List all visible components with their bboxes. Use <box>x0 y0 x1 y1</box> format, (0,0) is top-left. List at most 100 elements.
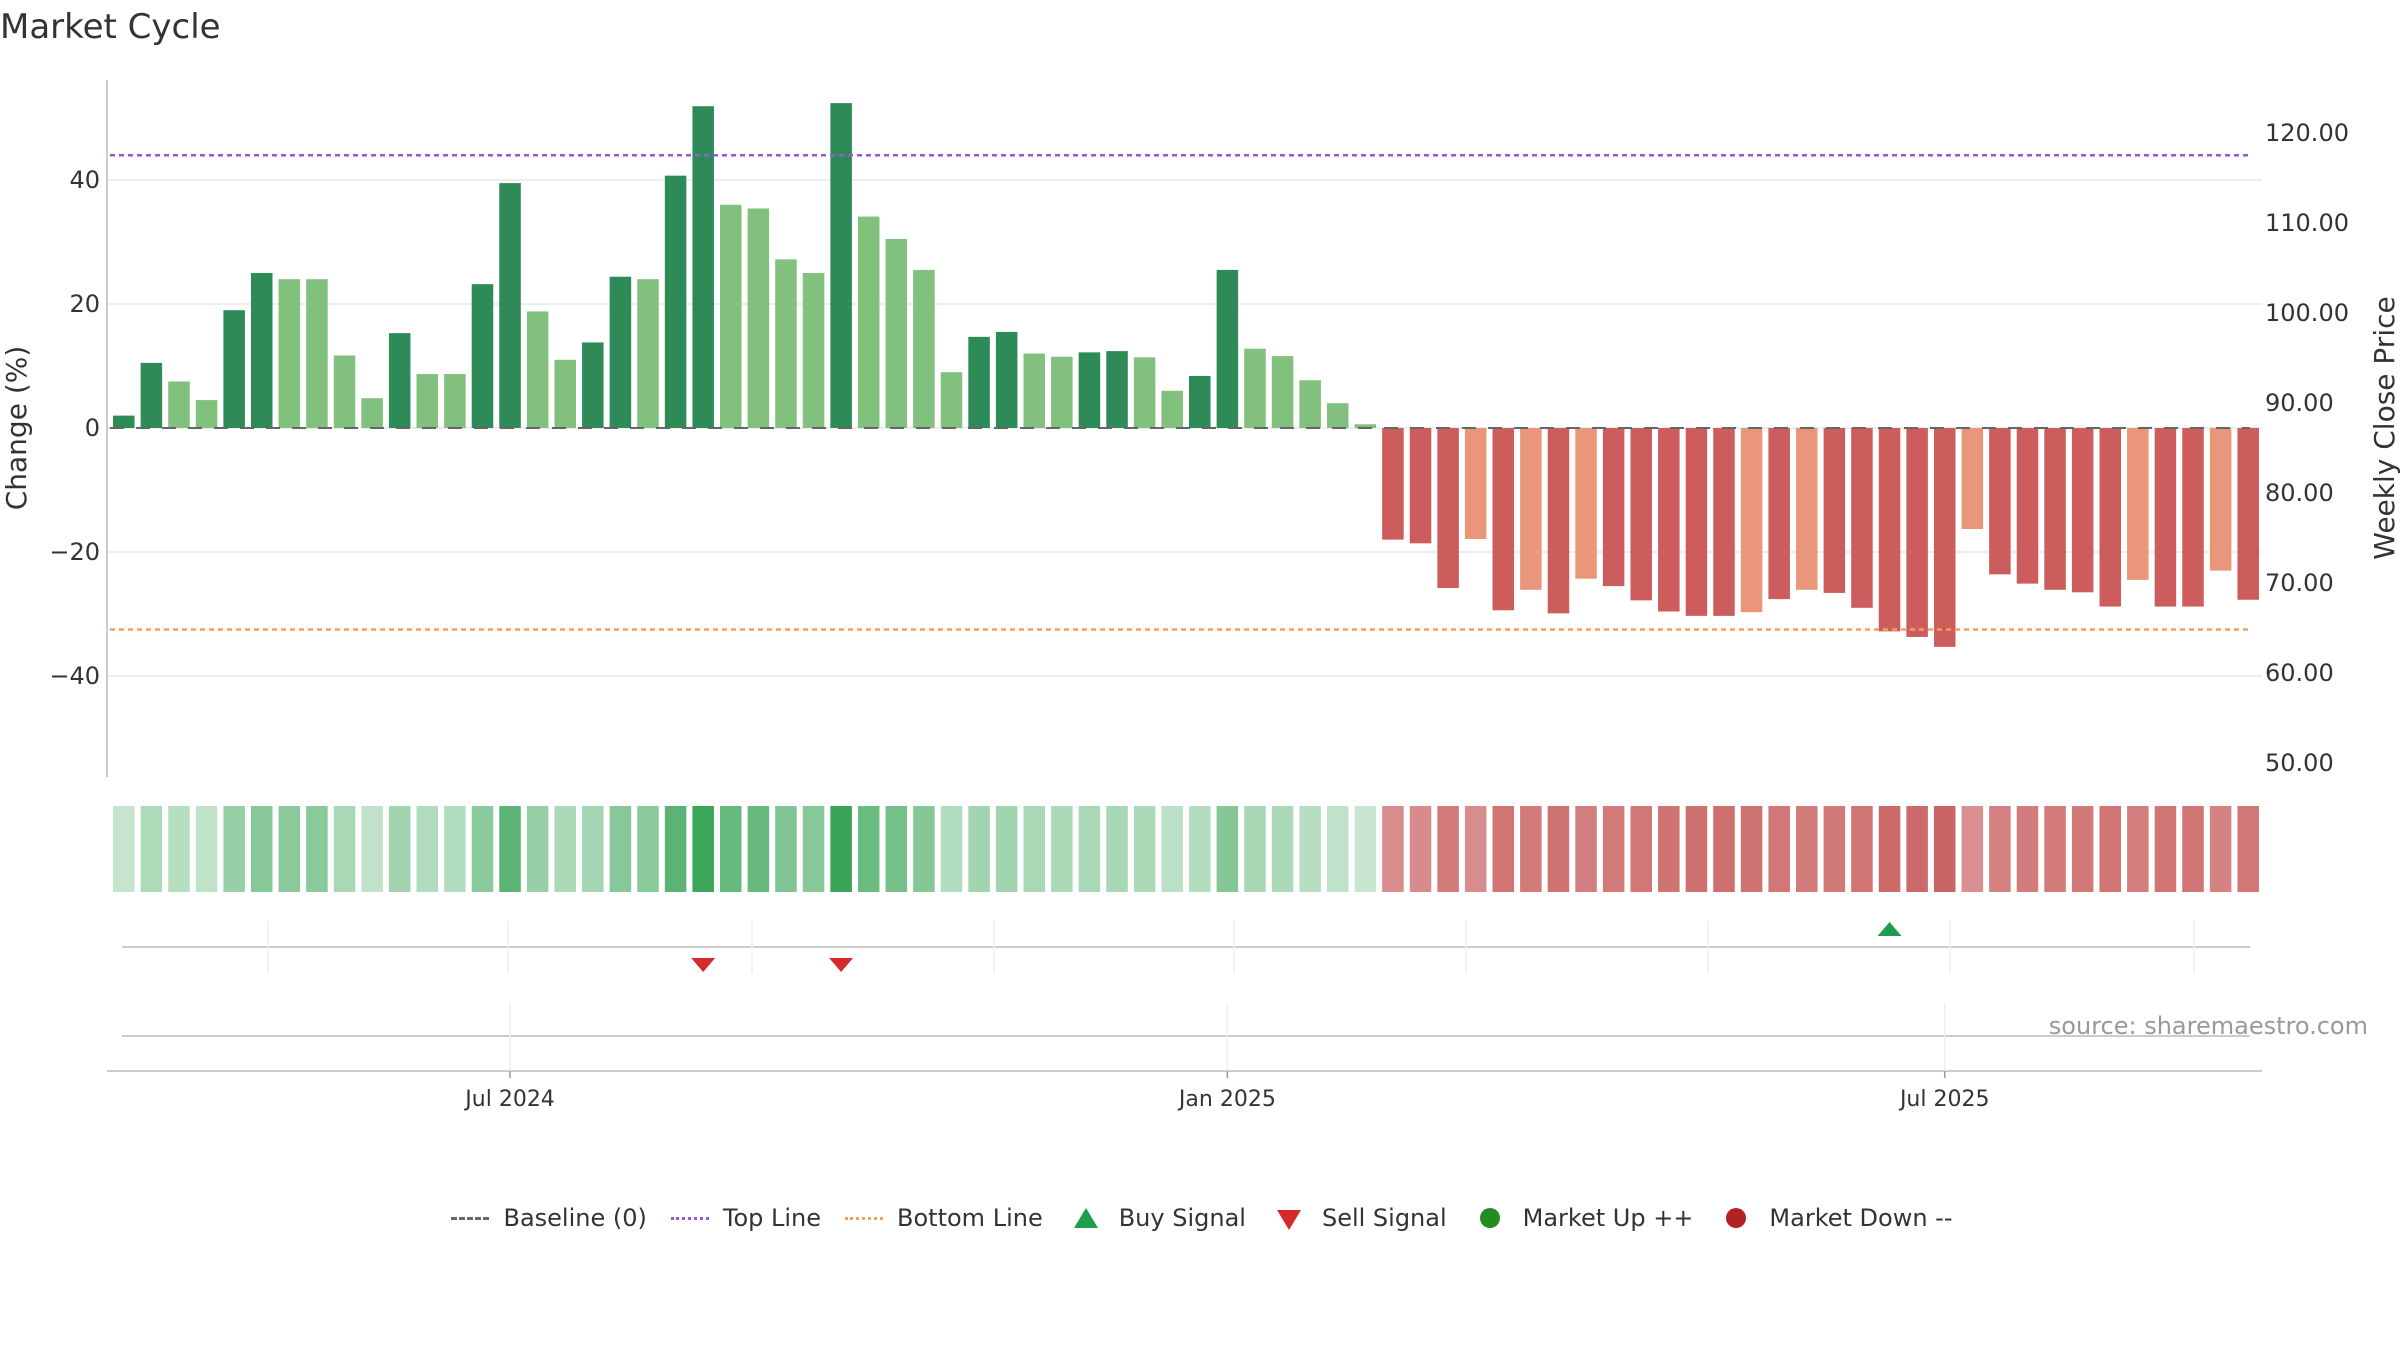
bar <box>1630 428 1652 601</box>
y-tick-label-right: 70.00 <box>2265 569 2334 597</box>
heat-cell <box>1106 806 1128 892</box>
heat-cell <box>1520 806 1542 892</box>
bar <box>1409 428 1432 544</box>
legend-item-sell-signal: Sell Signal <box>1266 1204 1447 1232</box>
heat-cell <box>968 806 990 892</box>
legend-item-buy-signal: Buy Signal <box>1063 1204 1246 1232</box>
bar <box>1106 351 1128 428</box>
bar <box>582 342 604 428</box>
buy-signal-marker <box>1877 922 1902 936</box>
legend-label: Buy Signal <box>1118 1204 1246 1232</box>
bar <box>1133 357 1156 428</box>
bar <box>195 400 218 428</box>
y-axis-label-left: Change (%) <box>0 346 33 511</box>
heat-cell <box>1078 806 1101 892</box>
bar <box>1575 428 1597 579</box>
heat-cell <box>1051 806 1073 892</box>
legend-item-market-down: Market Down -- <box>1713 1204 1953 1232</box>
x-tick-label: Jul 2025 <box>1898 1087 1990 1112</box>
bar <box>637 279 659 428</box>
heat-strip <box>113 806 2259 892</box>
heat-cell <box>1906 806 1928 892</box>
bar <box>113 415 135 428</box>
bar <box>444 374 466 428</box>
heat-cell <box>1409 806 1432 892</box>
bar <box>361 398 383 428</box>
heat-cell <box>1492 806 1515 892</box>
heat-cell <box>1796 806 1818 892</box>
bar <box>802 273 825 428</box>
y-tick-label-right: 110.00 <box>2265 209 2349 237</box>
bar <box>499 183 521 428</box>
heat-cell <box>1713 806 1735 892</box>
heat-cell <box>1547 806 1570 892</box>
heat-cell <box>2071 806 2094 892</box>
heat-cell <box>720 806 742 892</box>
bar <box>1823 428 1846 593</box>
heat-cell <box>609 806 632 892</box>
heat-cell <box>2016 806 2039 892</box>
y-tick-label-right: 50.00 <box>2265 749 2334 777</box>
bar <box>1878 428 1901 632</box>
bar <box>775 259 797 428</box>
heat-cell <box>995 806 1018 892</box>
legend-symbol-market-up <box>1467 1206 1513 1230</box>
legend: Baseline (0) Top Line Bottom Line Buy Signa… <box>0 1198 2400 1238</box>
bar <box>2044 428 2066 590</box>
heat-cell <box>1575 806 1597 892</box>
heat-cell <box>113 806 135 892</box>
heat-cell <box>278 806 301 892</box>
legend-label: Sell Signal <box>1321 1204 1447 1232</box>
bar <box>1740 428 1763 613</box>
bar <box>1051 356 1073 428</box>
bar <box>968 336 990 428</box>
left-y-ticks: 40 20 0 −20 −40 <box>49 166 100 690</box>
heat-cell <box>223 806 245 892</box>
bar <box>1161 390 1183 428</box>
bar <box>1464 428 1487 539</box>
chart-title: Market Cycle <box>0 7 221 47</box>
heat-cell <box>1878 806 1901 892</box>
bar <box>1851 428 1873 608</box>
bar <box>1492 428 1515 611</box>
bar <box>1271 356 1294 428</box>
bar <box>1189 375 1211 428</box>
heat-cell <box>1326 806 1349 892</box>
heat-cell <box>637 806 659 892</box>
heat-cell <box>333 806 356 892</box>
heat-cell <box>830 806 852 892</box>
heat-cell <box>1216 806 1239 892</box>
bar <box>1244 348 1266 428</box>
bar <box>692 106 714 428</box>
bar <box>1354 424 1377 428</box>
bar <box>857 216 880 428</box>
legend-symbol-buy-signal <box>1063 1206 1109 1230</box>
legend-symbol-market-down <box>1713 1206 1759 1230</box>
bar <box>306 279 328 428</box>
heat-cell <box>2182 806 2204 892</box>
lower-panel <box>107 1035 2262 1072</box>
heat-cell <box>664 806 687 892</box>
bar <box>1989 428 2011 575</box>
y-tick-label-right: 60.00 <box>2265 659 2334 687</box>
heat-cell <box>582 806 604 892</box>
y-tick-label-left: −20 <box>49 538 100 566</box>
y-tick-label-right: 120.00 <box>2265 119 2349 147</box>
bar <box>416 374 439 428</box>
bar <box>913 269 935 428</box>
y-tick-label-right: 100.00 <box>2265 299 2349 327</box>
bar <box>168 381 190 428</box>
heat-cell <box>1768 806 1790 892</box>
heat-cell <box>526 806 549 892</box>
y-axis-label-right: Weekly Close Price <box>2368 296 2400 559</box>
heat-cell <box>2154 806 2177 892</box>
bar <box>2127 428 2149 580</box>
heat-cell <box>885 806 908 892</box>
heat-cell <box>1933 806 1956 892</box>
legend-item-baseline: Baseline (0) <box>447 1204 647 1232</box>
heat-cell <box>1161 806 1183 892</box>
heat-cell <box>1189 806 1211 892</box>
bar <box>1078 352 1101 428</box>
bar <box>1768 428 1790 600</box>
heat-cell <box>940 806 963 892</box>
